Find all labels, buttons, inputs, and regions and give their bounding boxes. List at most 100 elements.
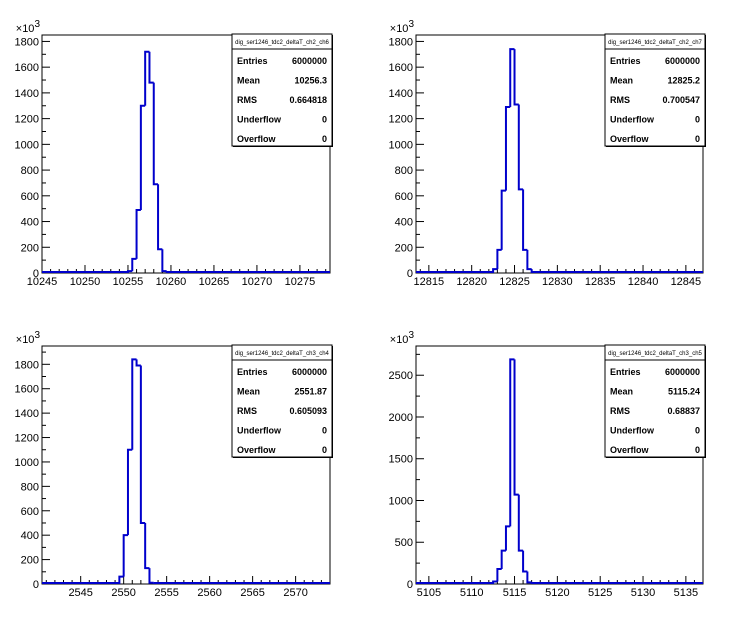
x-tick-label: 5110 bbox=[460, 587, 484, 599]
stats-histogram-name: dig_ser1246_tdc2_deltaT_ch2_ch7 bbox=[608, 40, 702, 46]
histogram-bin bbox=[118, 575, 124, 584]
stats-row-label: Underflow bbox=[237, 426, 282, 436]
x-tick-label: 2560 bbox=[197, 587, 221, 599]
y-tick-label: 2500 bbox=[389, 370, 413, 382]
y-multiplier-label: ×103 bbox=[390, 330, 415, 346]
x-tick-label: 10270 bbox=[242, 276, 273, 288]
y-tick-label: 800 bbox=[395, 165, 413, 177]
stats-row-label: Mean bbox=[237, 387, 260, 397]
y-multiplier-exponent: 3 bbox=[408, 19, 414, 30]
stats-row-label: Overflow bbox=[237, 134, 277, 144]
x-tick-label: 10275 bbox=[285, 276, 316, 288]
x-tick-label: 5115 bbox=[503, 587, 527, 599]
x-tick-label: 10245 bbox=[27, 276, 58, 288]
stats-box: dig_ser1246_tdc2_deltaT_ch3_ch5 Entries 60… bbox=[604, 344, 706, 458]
x-tick-label: 12820 bbox=[456, 276, 487, 288]
histogram-bin bbox=[161, 249, 167, 273]
stats-row-value: 0.605093 bbox=[289, 406, 327, 416]
histogram-bin bbox=[496, 567, 502, 582]
x-tick-label: 12840 bbox=[628, 276, 659, 288]
y-tick-label: 1600 bbox=[15, 62, 39, 74]
histogram-bin bbox=[139, 104, 146, 210]
y-tick-label: 200 bbox=[21, 242, 39, 254]
histogram-bin bbox=[152, 82, 159, 186]
histogram-bin bbox=[504, 525, 511, 551]
stats-row-label: RMS bbox=[610, 406, 630, 416]
y-tick-label: 2000 bbox=[389, 412, 413, 424]
y-multiplier-base: ×10 bbox=[390, 23, 409, 35]
histogram-bin bbox=[148, 51, 154, 84]
histogram-bin bbox=[135, 359, 141, 367]
y-tick-label: 600 bbox=[21, 506, 39, 518]
y-tick-label: 1000 bbox=[389, 495, 413, 507]
x-tick-label: 10265 bbox=[199, 276, 230, 288]
histogram-bin bbox=[157, 184, 163, 251]
stats-row-label: Overflow bbox=[610, 445, 650, 455]
stats-row-label: Overflow bbox=[237, 445, 277, 455]
stats-row-value: 5115.24 bbox=[668, 387, 700, 397]
stats-row-label: Underflow bbox=[610, 115, 655, 125]
histogram-bin bbox=[504, 106, 511, 191]
stats-box-frame bbox=[604, 33, 706, 147]
y-tick-label: 0 bbox=[33, 268, 39, 280]
x-tick-label: 5135 bbox=[674, 587, 698, 599]
histogram-pad-3: 2545 2550 2555 2560 2565 2570 0 200 400 600 800 100… bbox=[15, 330, 333, 599]
x-tick-label: 5105 bbox=[417, 587, 441, 599]
stats-histogram-name: dig_ser1246_tdc2_deltaT_ch2_ch6 bbox=[235, 40, 329, 46]
y-tick-label: 800 bbox=[21, 165, 39, 177]
x-tick-label: 2570 bbox=[283, 587, 307, 599]
y-multiplier-base: ×10 bbox=[16, 23, 35, 35]
stats-row-label: RMS bbox=[237, 95, 257, 105]
histogram-pad-1: 10245 10250 10255 10260 10265 10270 10275 0 200 4… bbox=[15, 19, 333, 288]
y-tick-label: 800 bbox=[21, 481, 39, 493]
y-tick-label: 1200 bbox=[15, 433, 39, 445]
histogram-pad-2: 12815 12820 12825 12830 12835 12840 12845 0 200 4… bbox=[389, 19, 706, 288]
stats-box: dig_ser1246_tdc2_deltaT_ch3_ch4 Entries 60… bbox=[231, 344, 333, 458]
stats-histogram-name: dig_ser1246_tdc2_deltaT_ch3_ch4 bbox=[235, 351, 329, 357]
histogram-series bbox=[416, 48, 703, 273]
y-tick-label: 1400 bbox=[15, 408, 39, 420]
y-multiplier-base: ×10 bbox=[390, 334, 409, 346]
y-tick-label: 1400 bbox=[15, 88, 39, 100]
x-tick-label: 10255 bbox=[113, 276, 144, 288]
stats-row-value: 0 bbox=[322, 426, 327, 436]
histogram-pad-4: 5105 5110 5115 5120 5125 5130 5135 0 500 1000 1500… bbox=[389, 330, 706, 599]
y-tick-label: 0 bbox=[33, 579, 39, 591]
y-tick-label: 1000 bbox=[15, 139, 39, 151]
histogram-bin bbox=[526, 571, 532, 584]
histogram-bin bbox=[139, 365, 146, 524]
histogram-bin bbox=[522, 550, 528, 573]
stats-row-label: Entries bbox=[610, 367, 641, 377]
histogram-bin bbox=[500, 189, 506, 250]
y-tick-label: 1200 bbox=[15, 114, 39, 126]
x-tick-label: 12825 bbox=[499, 276, 530, 288]
y-multiplier-label: ×103 bbox=[16, 330, 41, 346]
stats-row-value: 12825.2 bbox=[667, 76, 700, 86]
stats-row-label: RMS bbox=[610, 95, 630, 105]
y-tick-label: 400 bbox=[21, 530, 39, 542]
stats-row-label: Entries bbox=[237, 56, 268, 66]
x-tick-label: 12845 bbox=[671, 276, 702, 288]
y-tick-label: 1000 bbox=[389, 139, 413, 151]
histogram-bin bbox=[144, 522, 150, 570]
stats-box: dig_ser1246_tdc2_deltaT_ch2_ch7 Entries 60… bbox=[604, 33, 706, 147]
histogram-bin bbox=[144, 50, 150, 106]
stats-row-label: Underflow bbox=[610, 426, 655, 436]
y-multiplier-label: ×103 bbox=[390, 19, 415, 35]
stats-row-value: 6000000 bbox=[665, 367, 700, 377]
histogram-bin bbox=[513, 359, 519, 496]
y-tick-label: 1800 bbox=[389, 36, 413, 48]
x-tick-label: 2545 bbox=[68, 587, 92, 599]
stats-row-value: 0 bbox=[322, 115, 327, 125]
x-tick-label: 2565 bbox=[240, 587, 264, 599]
stats-row-value: 0.664818 bbox=[289, 95, 327, 105]
stats-row-value: 2551.87 bbox=[294, 387, 327, 397]
y-tick-label: 400 bbox=[395, 217, 413, 229]
y-tick-label: 1500 bbox=[389, 454, 413, 466]
y-tick-label: 600 bbox=[21, 191, 39, 203]
histogram-series bbox=[416, 358, 703, 584]
y-tick-label: 0 bbox=[407, 579, 413, 591]
y-tick-label: 1600 bbox=[389, 62, 413, 74]
y-multiplier-exponent: 3 bbox=[408, 330, 414, 341]
